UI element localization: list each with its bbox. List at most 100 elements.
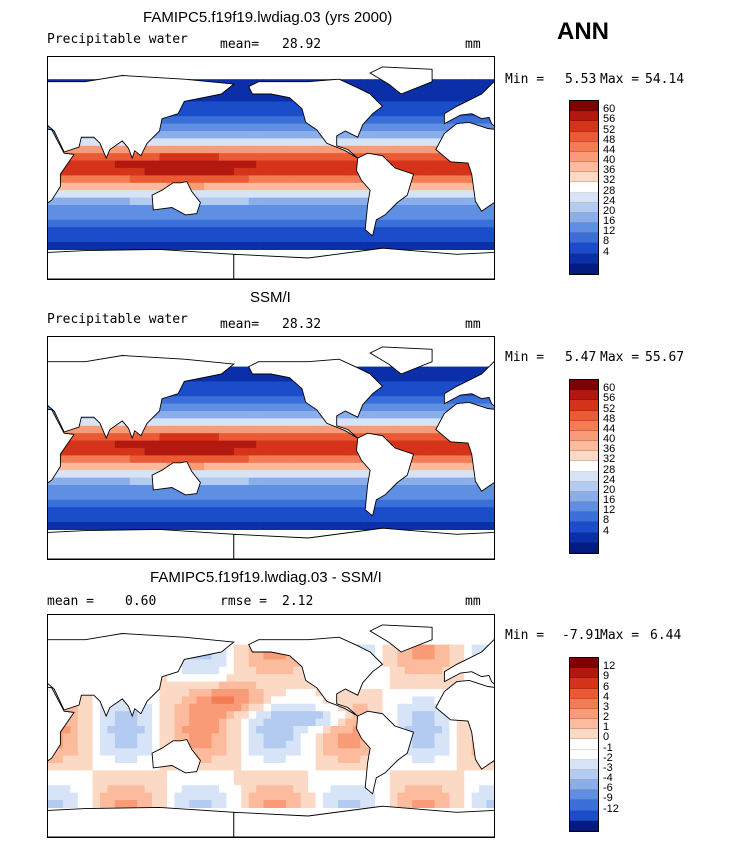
field-cell — [211, 411, 220, 419]
field-cell — [397, 755, 406, 764]
field-cell — [181, 234, 190, 243]
field-cell — [271, 711, 280, 720]
field-cell — [308, 770, 317, 779]
field-cell — [248, 455, 257, 464]
field-cell — [100, 755, 109, 764]
field-cell — [308, 485, 317, 493]
field-cell — [479, 219, 488, 228]
field-cell — [263, 514, 272, 523]
field-cell — [412, 659, 421, 668]
field-cell — [233, 770, 242, 779]
field-cell — [204, 219, 213, 228]
field-cell — [92, 470, 101, 479]
field-cell — [152, 711, 161, 720]
field-cell — [55, 492, 64, 501]
field-cell — [107, 227, 116, 236]
field-cell — [471, 212, 480, 221]
field-cell — [218, 485, 227, 493]
field-cell — [107, 175, 116, 184]
field-cell — [382, 86, 391, 95]
field-cell — [367, 703, 376, 712]
field-cell — [77, 785, 86, 794]
field-cell — [189, 138, 198, 147]
field-cell — [285, 190, 294, 199]
field-cell — [293, 212, 302, 221]
field-cell — [85, 219, 94, 228]
field-cell — [114, 470, 123, 479]
field-cell — [330, 777, 339, 786]
field-cell — [271, 718, 280, 727]
field-cell — [449, 485, 458, 493]
field-cell — [285, 212, 294, 221]
colorbar-swatch — [570, 542, 598, 553]
field-cell — [449, 116, 458, 125]
field-cell — [256, 138, 265, 147]
field-cell — [293, 800, 302, 808]
field-cell — [323, 748, 332, 757]
field-cell — [278, 711, 287, 720]
field-cell — [486, 403, 494, 412]
panel-3-colorbar — [569, 657, 599, 832]
field-cell — [174, 492, 183, 501]
panel-3-rmse-value: 2.12 — [282, 594, 314, 609]
field-cell — [464, 448, 473, 456]
field-cell — [211, 175, 220, 184]
field-cell — [367, 418, 376, 427]
field-cell — [285, 381, 294, 390]
colorbar-tick-label: 40 — [603, 433, 616, 446]
field-cell — [70, 470, 79, 479]
field-cell — [479, 522, 488, 530]
field-cell — [486, 785, 494, 794]
field-cell — [337, 138, 346, 147]
colorbar-tick-label: -2 — [603, 751, 613, 764]
field-cell — [248, 403, 257, 412]
field-cell — [464, 726, 473, 734]
field-cell — [107, 440, 116, 449]
field-cell — [77, 205, 86, 213]
field-cell — [285, 116, 294, 125]
field-cell — [77, 425, 86, 434]
field-cell — [70, 242, 79, 250]
field-cell — [248, 160, 257, 169]
field-cell — [248, 477, 257, 486]
field-cell — [300, 403, 309, 412]
field-cell — [412, 234, 421, 243]
field-cell — [166, 696, 175, 705]
field-cell — [77, 219, 86, 228]
field-cell — [293, 381, 302, 390]
panel-1-min-label: Min = — [505, 72, 545, 87]
field-cell — [92, 242, 101, 250]
field-cell — [233, 131, 242, 139]
field-cell — [70, 748, 79, 757]
field-cell — [345, 425, 354, 434]
field-cell — [263, 418, 272, 427]
field-cell — [144, 145, 153, 154]
field-cell — [486, 763, 494, 771]
field-cell — [181, 696, 190, 705]
field-cell — [352, 242, 361, 250]
field-cell — [226, 79, 235, 88]
field-cell — [382, 153, 391, 162]
field-cell — [412, 485, 421, 493]
field-cell — [137, 234, 146, 243]
field-cell — [114, 755, 123, 764]
field-cell — [181, 381, 190, 390]
field-cell — [300, 182, 309, 191]
colorbar-swatch — [570, 491, 598, 503]
field-cell — [389, 499, 398, 508]
field-cell — [189, 227, 198, 236]
field-cell — [92, 711, 101, 720]
field-cell — [196, 800, 205, 808]
field-cell — [144, 212, 153, 221]
field-cell — [181, 499, 190, 508]
field-cell — [441, 470, 450, 479]
field-cell — [330, 703, 339, 712]
field-cell — [159, 411, 168, 419]
field-cell — [107, 477, 116, 486]
field-cell — [248, 131, 257, 139]
field-cell — [464, 792, 473, 801]
field-cell — [271, 182, 280, 191]
panel-3-map-svg — [48, 624, 494, 837]
field-cell — [70, 770, 79, 779]
field-cell — [144, 190, 153, 199]
